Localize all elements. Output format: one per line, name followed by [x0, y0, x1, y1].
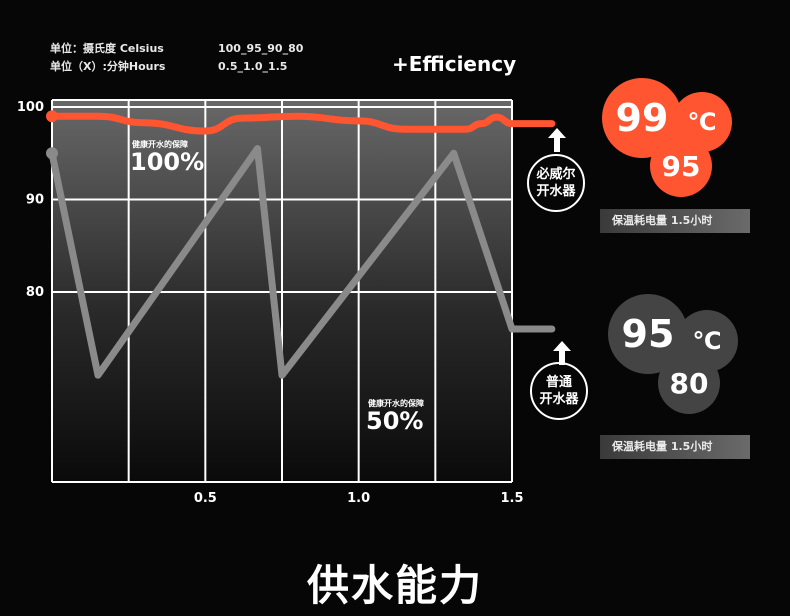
y-tick-label: 80: [26, 285, 44, 300]
x-tick-label: 1.0: [347, 491, 370, 506]
x-tick-label: 1.5: [500, 491, 523, 506]
annotation-2-caption: 健康开水的保障: [368, 399, 424, 408]
x-tick-labels: 0.5 1.0 1.5: [194, 491, 524, 506]
series-start-dot-bwe: [46, 110, 58, 123]
y-unit-note: 单位：摄氏度 Celsius: [50, 42, 164, 55]
product-1-note: 保温耗电量 1.5小时: [600, 209, 750, 233]
series-start-dot-normal: [46, 147, 58, 160]
product-2-label-line2: 开水器: [539, 392, 579, 407]
product-1-label-line2: 开水器: [536, 184, 576, 199]
annotation-1-value: 100%: [130, 148, 205, 176]
y-tick-label: 90: [26, 193, 44, 208]
product-2-temp-low: 80: [658, 352, 720, 414]
x-tick-label: 0.5: [194, 491, 217, 506]
product-1-label-line1: 必威尔: [536, 167, 576, 182]
series-lines: [46, 110, 556, 379]
product-2-label-line1: 普通: [545, 375, 572, 390]
product-1-up-arrow-icon: [548, 128, 566, 152]
bottom-title: 供水能力: [306, 561, 483, 610]
x-unit-note: 单位（X）:分钟Hours: [50, 60, 166, 73]
product-2-up-arrow-icon: [553, 341, 571, 365]
annotation-1-caption: 健康开水的保障: [132, 140, 188, 149]
annotation-2-value: 50%: [366, 407, 424, 435]
product-2-label: 普通 开水器: [530, 362, 588, 420]
y-ticks-note: 100_95_90_80: [218, 42, 304, 55]
y-tick-labels: 100 90 80: [17, 100, 44, 300]
headline: +Efficiency: [392, 52, 517, 76]
product-2-note: 保温耗电量 1.5小时: [600, 435, 750, 459]
series-line-bwe: [48, 112, 556, 135]
x-ticks-note: 0.5_1.0_1.5: [218, 60, 288, 73]
product-1-temp-low: 95: [650, 135, 712, 197]
product-1-label: 必威尔 开水器: [527, 154, 585, 212]
series-line-normal: [48, 145, 556, 379]
y-tick-label: 100: [17, 100, 44, 115]
